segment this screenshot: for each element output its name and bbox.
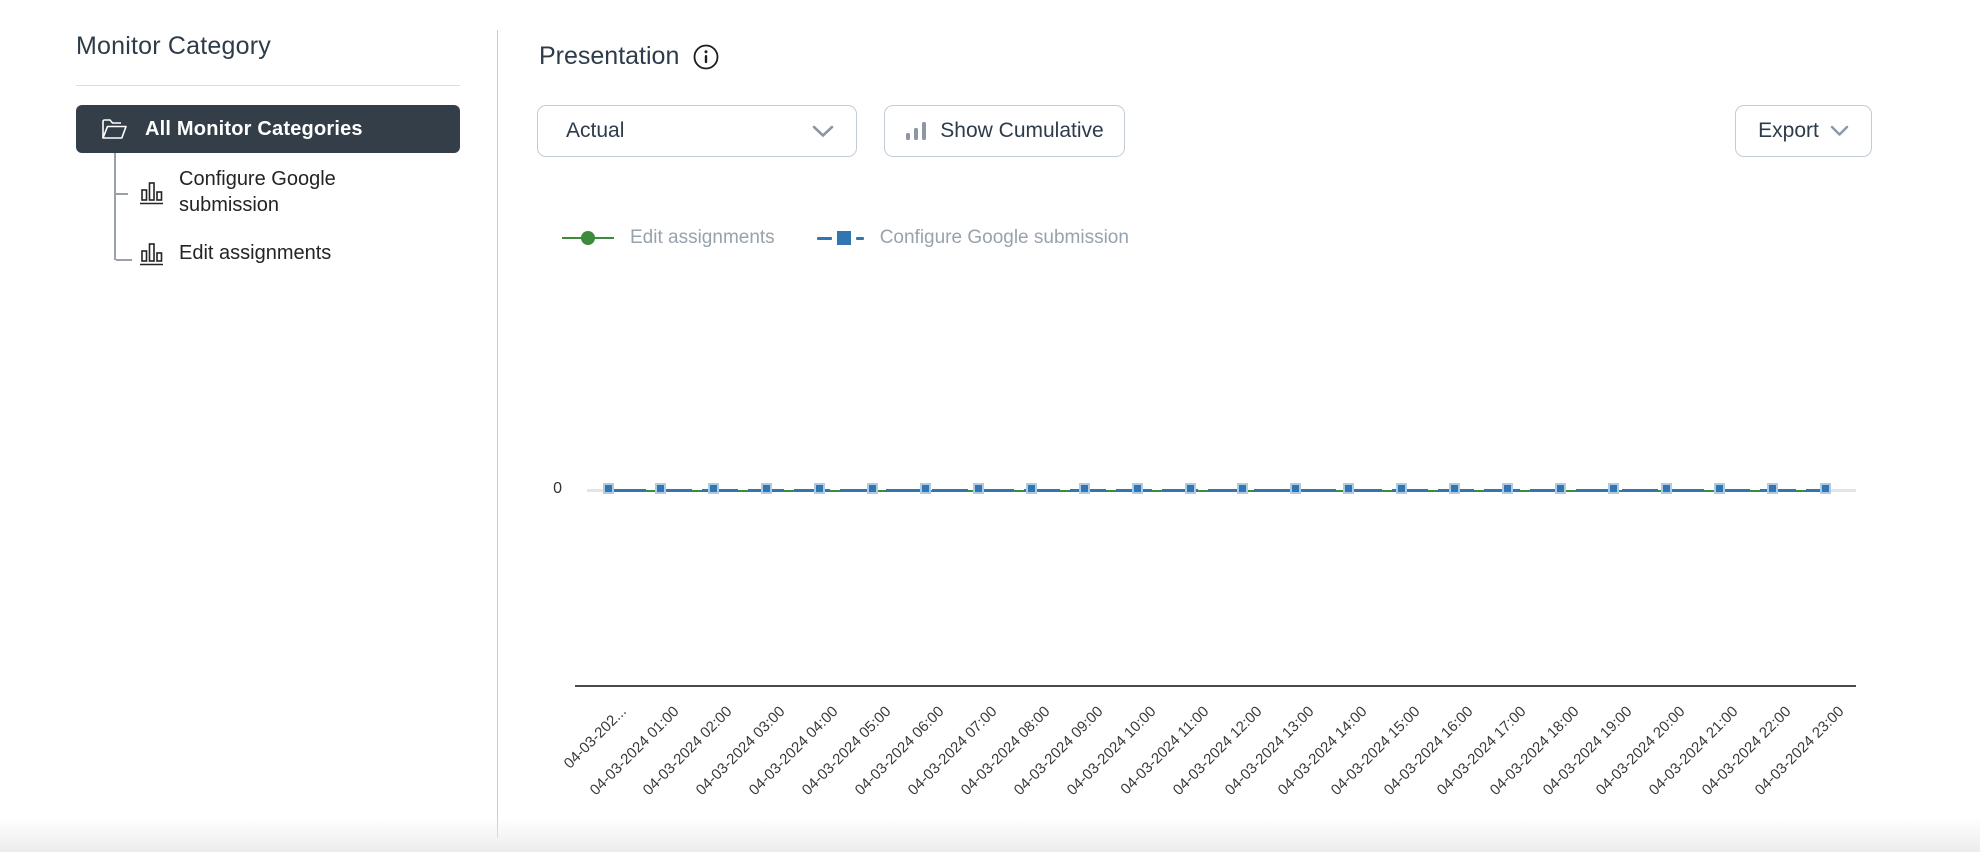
page-title: Presentation	[539, 42, 680, 70]
data-point-square-marker	[602, 483, 614, 494]
section-title: Presentation	[539, 42, 719, 71]
legend-dash	[855, 236, 864, 240]
tree-item-label: Edit assignments	[179, 242, 332, 264]
sidebar-title: Monitor Category	[76, 32, 271, 60]
sidebar-item-label: All Monitor Categories	[145, 117, 363, 140]
tree-branch-line	[116, 259, 132, 261]
data-point-square-marker	[1343, 483, 1355, 494]
data-point-square-marker	[1449, 483, 1461, 494]
data-point-square-marker	[1502, 483, 1514, 494]
chevron-down-icon	[812, 125, 834, 138]
tree-connector-line	[114, 153, 116, 260]
export-button[interactable]: Export	[1735, 105, 1872, 157]
legend-item-edit-assignments[interactable]: Edit assignments	[562, 227, 775, 249]
x-axis-tick-label: 04-03-2024 13:00	[1222, 703, 1318, 799]
data-point-square-marker	[1713, 483, 1725, 494]
chevron-down-icon	[1830, 125, 1849, 137]
data-point-square-marker	[1290, 483, 1302, 494]
legend-dashed-swatch	[816, 231, 864, 245]
x-axis-tick-label: 04-03-2024 06:00	[851, 703, 948, 799]
info-icon[interactable]	[693, 44, 719, 70]
data-point-square-marker	[1237, 483, 1249, 494]
x-axis-tick-label: 04-03-2024 22:00	[1698, 703, 1795, 799]
open-folder-icon	[101, 118, 128, 141]
cumulative-bars-icon	[905, 120, 927, 142]
data-point-square-marker	[1554, 483, 1566, 494]
legend-line-swatch	[562, 231, 614, 245]
y-axis-tick-label: 0	[553, 480, 562, 497]
data-point-square-marker	[1131, 483, 1143, 494]
pane-divider	[497, 30, 498, 838]
data-point-square-marker	[708, 483, 720, 494]
sidebar-divider	[76, 85, 460, 86]
legend-circle-marker	[581, 231, 595, 245]
chart-legend: Edit assignments Configure Google submis…	[562, 227, 1129, 249]
data-point-square-marker	[1607, 483, 1619, 494]
data-point-square-marker	[1184, 483, 1196, 494]
data-point-square-marker	[972, 483, 984, 494]
x-axis-tick-label: 04-03-2024 18:00	[1486, 703, 1583, 799]
data-point-square-marker	[1078, 483, 1090, 494]
button-label: Show Cumulative	[940, 119, 1104, 142]
legend-label: Configure Google submission	[879, 227, 1129, 248]
data-point-square-marker	[814, 483, 826, 494]
data-point-square-marker	[1660, 483, 1672, 494]
tree-item-label: Configure Google submission	[179, 168, 336, 216]
x-axis-tick-label: 04-03-2024 01:00	[587, 703, 683, 799]
data-point-square-marker	[761, 483, 773, 494]
x-axis-tick-label: 04-03-2024 12:00	[1169, 703, 1265, 799]
data-point-square-marker	[1819, 483, 1831, 494]
data-point-square-marker	[1396, 483, 1408, 494]
data-point-square-marker	[1025, 483, 1037, 494]
x-axis-tick-label: 04-03-2024 21:00	[1645, 703, 1742, 799]
presentation-type-select[interactable]: Actual	[537, 105, 857, 157]
series-line-configure-google-submission	[610, 489, 1827, 492]
bottom-fade	[0, 818, 1980, 852]
x-axis-tick-label: 04-03-2024 09:00	[1010, 703, 1107, 799]
x-axis-tick-label: 04-03-2024 10:00	[1063, 703, 1160, 799]
x-axis-tick-label: 04-03-2024 19:00	[1539, 703, 1636, 799]
sidebar-item-edit-assignments[interactable]: Edit assignments	[140, 240, 331, 266]
legend-square-marker	[836, 231, 851, 245]
x-axis-tick-label: 04-03-2024 07:00	[904, 703, 1001, 799]
axis-lead-segment	[587, 489, 606, 492]
select-value: Actual	[566, 119, 625, 142]
data-point-square-marker	[655, 483, 667, 494]
button-label: Export	[1758, 119, 1819, 142]
x-axis-tick-label: 04-03-2024 08:00	[957, 703, 1054, 799]
data-point-square-marker	[919, 483, 931, 494]
sidebar-item-all-monitor-categories[interactable]: All Monitor Categories	[76, 105, 460, 153]
legend-item-configure-google-submission[interactable]: Configure Google submission	[816, 227, 1129, 249]
x-axis-line	[575, 685, 1856, 687]
x-axis-tick-label: 04-03-2024 20:00	[1592, 703, 1689, 799]
data-point-square-marker	[1766, 483, 1778, 494]
x-axis-tick-label: 04-03-2024 23:00	[1751, 703, 1848, 799]
legend-dash	[816, 236, 832, 240]
tree-branch-line	[116, 193, 128, 195]
show-cumulative-button[interactable]: Show Cumulative	[884, 105, 1125, 157]
bar-chart-icon	[140, 180, 164, 205]
sidebar-item-configure-google-submission[interactable]: Configure Google submission	[140, 166, 347, 218]
data-point-square-marker	[867, 483, 879, 494]
legend-label: Edit assignments	[630, 227, 775, 248]
axis-trail-segment	[1831, 489, 1856, 492]
bar-chart-icon	[140, 241, 164, 266]
